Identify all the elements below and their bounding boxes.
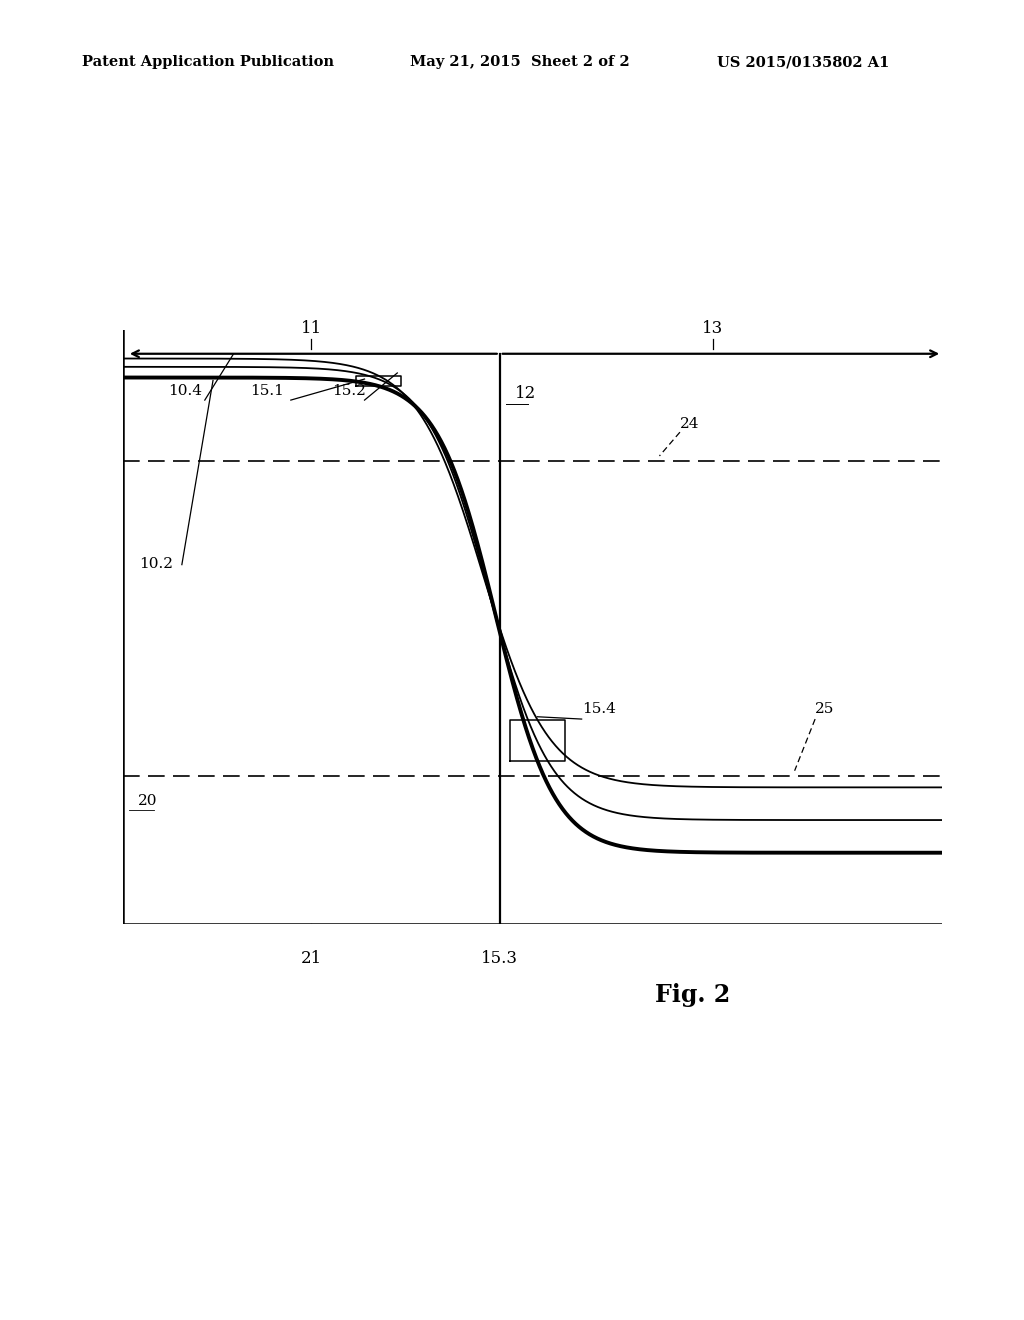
Text: 15.1: 15.1 [250,384,284,399]
Text: US 2015/0135802 A1: US 2015/0135802 A1 [717,55,889,70]
Text: 12: 12 [514,385,536,403]
Text: 25: 25 [815,702,835,717]
Text: 15.2: 15.2 [332,384,366,399]
Text: 21: 21 [301,949,322,966]
Text: Fig. 2: Fig. 2 [655,983,730,1007]
Text: 15.3: 15.3 [481,949,518,966]
Text: Patent Application Publication: Patent Application Publication [82,55,334,70]
Text: 15.4: 15.4 [582,702,615,717]
Text: 20: 20 [137,795,157,808]
Text: 11: 11 [301,319,322,337]
Text: May 21, 2015  Sheet 2 of 2: May 21, 2015 Sheet 2 of 2 [410,55,630,70]
Text: 10.4: 10.4 [168,384,202,399]
Text: 13: 13 [702,319,723,337]
Text: 24: 24 [680,417,699,432]
Text: 10.2: 10.2 [139,557,173,570]
